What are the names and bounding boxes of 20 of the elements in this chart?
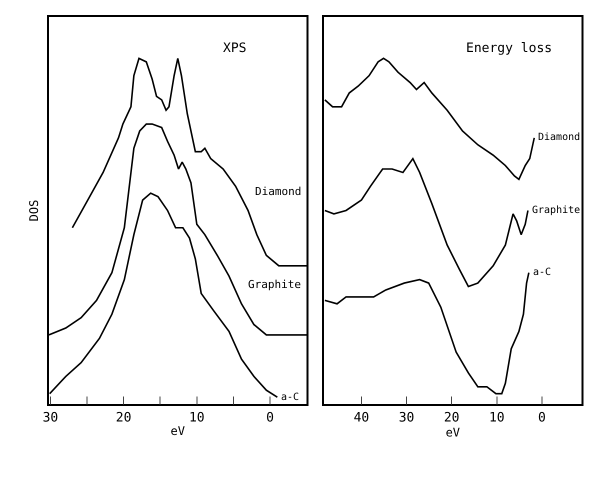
x-tick-label: 0 xyxy=(538,410,546,426)
series-label: Graphite xyxy=(532,205,580,216)
x-tick-label: 10 xyxy=(188,410,205,426)
x-axis-title: eV xyxy=(170,424,186,438)
series-label: a-C xyxy=(281,392,300,403)
y-axis-title: DOS xyxy=(27,200,41,222)
x-axis-title: eV xyxy=(446,425,460,440)
x-tick-label: 20 xyxy=(116,410,132,426)
series-label: Diamond xyxy=(538,132,580,143)
series-label: Graphite xyxy=(248,278,301,291)
series-label: a-C xyxy=(533,267,552,278)
x-tick-label: 40 xyxy=(354,410,370,426)
chart-title: XPS xyxy=(223,41,246,56)
chart-title: Energy loss xyxy=(466,41,552,56)
x-tick-label: 0 xyxy=(266,410,274,426)
series-label: Diamond xyxy=(255,185,302,198)
x-tick-label: 10 xyxy=(488,410,505,426)
x-tick-label: 30 xyxy=(42,410,58,426)
x-tick-label: 30 xyxy=(398,410,414,426)
x-tick-label: 20 xyxy=(444,410,460,426)
